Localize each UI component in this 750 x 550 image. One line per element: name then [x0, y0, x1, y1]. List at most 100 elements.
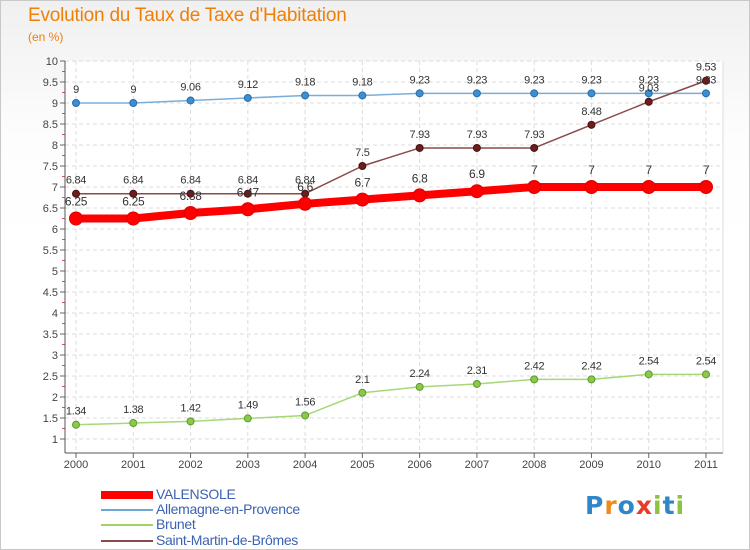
data-point	[186, 417, 195, 426]
legend-label: Allemagne-en-Provence	[156, 501, 300, 517]
data-label: 9.53	[696, 62, 716, 74]
data-point	[301, 411, 310, 420]
y-tick-label: 4	[52, 308, 58, 320]
data-label: 8.48	[581, 106, 601, 118]
x-tick-label: 2009	[579, 459, 603, 471]
data-label: 9.06	[180, 81, 200, 93]
data-point	[527, 180, 542, 194]
x-tick-label: 2001	[121, 459, 145, 471]
data-label: 9.23	[581, 74, 601, 86]
series-line	[75, 373, 706, 426]
y-tick-label: 1	[52, 434, 58, 446]
data-point	[186, 189, 195, 198]
x-tick-label: 2007	[465, 459, 489, 471]
axes: 1 1.5 2 2.5 3 3.5 4 4.5 5 5.5 6 6.5 7 7.5 8 8.5 9 9.5 10 20…	[43, 56, 724, 471]
data-point	[644, 89, 653, 98]
data-label: 7.93	[524, 129, 544, 141]
data-label: 6.9	[469, 167, 485, 181]
data-point	[72, 189, 80, 198]
y-tick-label: 3.5	[43, 329, 58, 341]
logo-letter: x	[635, 491, 653, 520]
data-point	[644, 97, 653, 106]
data-label: 9.23	[467, 74, 487, 86]
data-point	[69, 211, 83, 226]
y-tick-label: 1.5	[43, 413, 58, 425]
data-label: 2.42	[524, 360, 544, 372]
y-tick-label: 2.5	[43, 371, 58, 383]
y-tick-label: 2	[52, 392, 58, 404]
data-label: 6.7	[354, 176, 370, 190]
data-point	[240, 202, 255, 217]
data-label: 7.93	[467, 129, 487, 141]
data-label: 1.38	[123, 404, 143, 416]
data-label: 9.23	[696, 74, 716, 86]
data-label: 2.31	[467, 365, 487, 377]
legend-swatch	[101, 540, 153, 542]
series-allemagne-en-provence	[72, 89, 710, 107]
data-label: 6.25	[65, 195, 88, 209]
data-point	[584, 180, 599, 194]
data-label: 6.25	[122, 195, 145, 209]
logo-letter: o	[617, 491, 636, 520]
data-label: 2.42	[581, 360, 601, 372]
x-tick-label: 2006	[407, 459, 431, 471]
y-tick-label: 5	[52, 266, 58, 278]
data-point	[415, 89, 424, 98]
data-label: 9.18	[295, 76, 315, 88]
data-point	[641, 180, 656, 194]
x-tick-label: 2004	[293, 459, 317, 471]
y-tick-label: 6	[52, 224, 58, 236]
data-label: 1.42	[180, 402, 200, 414]
data-label: 1.49	[238, 399, 258, 411]
data-point	[129, 419, 138, 428]
legend-swatch	[101, 509, 153, 511]
data-point	[415, 382, 424, 391]
series-valensole	[69, 180, 713, 226]
logo-letter: t	[662, 491, 676, 520]
logo-letter: i	[653, 491, 663, 520]
logo-letter: P	[585, 491, 605, 520]
series-brunet	[72, 370, 710, 429]
chart-title: Evolution du Taux de Taxe d'Habitation	[28, 5, 347, 26]
data-label: 2.24	[410, 368, 430, 380]
data-label: 6.47	[237, 185, 260, 199]
y-tick-label: 9.5	[43, 77, 58, 89]
y-tick-label: 7	[52, 182, 58, 194]
x-tick-label: 2005	[350, 459, 374, 471]
data-label: 9.23	[410, 74, 430, 86]
data-point	[587, 120, 596, 129]
data-label: 9.23	[639, 74, 659, 86]
x-tick-label: 2000	[64, 459, 88, 471]
legend-swatch	[101, 491, 153, 499]
data-point	[186, 96, 195, 105]
data-label: 7	[588, 163, 595, 177]
data-label: 2.1	[355, 374, 370, 386]
data-label: 9.12	[238, 79, 258, 91]
data-label: 9	[130, 84, 136, 96]
data-label: 6.84	[123, 175, 143, 187]
x-tick-label: 2010	[636, 459, 660, 471]
data-label: 1.56	[295, 396, 315, 408]
data-point	[72, 420, 80, 429]
legend-label: VALENSOLE	[156, 486, 236, 502]
data-point	[358, 162, 367, 170]
data-label: 7	[703, 163, 710, 177]
data-point	[355, 192, 370, 207]
y-tick-label: 10	[46, 56, 58, 68]
data-point	[469, 184, 484, 199]
data-point	[183, 206, 198, 221]
x-tick-label: 2002	[178, 459, 202, 471]
proxiti-logo: Proxiti	[585, 491, 685, 520]
data-label: 6.84	[66, 175, 86, 187]
data-label: 6.84	[180, 175, 200, 187]
legend-swatch	[101, 524, 153, 526]
data-point	[72, 99, 80, 107]
data-point	[243, 93, 252, 102]
data-point	[702, 370, 710, 379]
data-label: 6.8	[412, 171, 428, 185]
data-label: 7	[531, 163, 538, 177]
legend-label: Brunet	[156, 516, 196, 532]
data-label: 1.34	[66, 406, 86, 418]
chart-unit: (en %)	[28, 30, 64, 44]
